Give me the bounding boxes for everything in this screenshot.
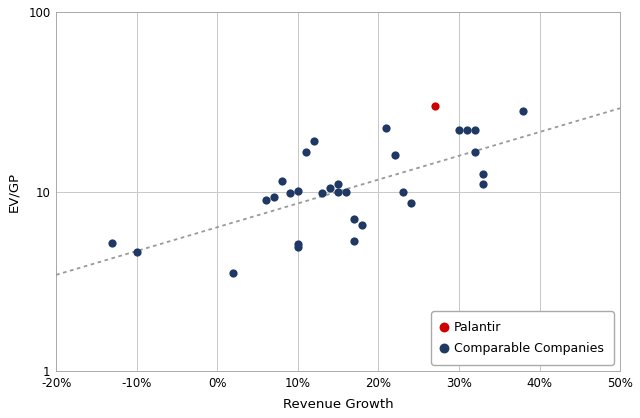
Comparable Companies [333, 181, 343, 187]
Comparable Companies [269, 194, 279, 201]
Comparable Companies [518, 108, 529, 115]
Comparable Companies [292, 187, 303, 194]
Comparable Companies [397, 189, 408, 196]
Comparable Companies [349, 216, 359, 223]
Comparable Companies [341, 188, 351, 195]
Comparable Companies [357, 222, 367, 229]
Comparable Companies [406, 200, 416, 206]
Comparable Companies [478, 171, 488, 178]
Y-axis label: EV/GP: EV/GP [7, 171, 20, 212]
Comparable Companies [478, 181, 488, 187]
Comparable Companies [285, 190, 295, 196]
Comparable Companies [260, 196, 271, 203]
Comparable Companies [325, 184, 335, 191]
Comparable Companies [381, 125, 392, 132]
Comparable Companies [470, 127, 480, 133]
Comparable Companies [292, 241, 303, 247]
Comparable Companies [292, 244, 303, 250]
Comparable Companies [462, 127, 472, 133]
Comparable Companies [276, 177, 287, 184]
Comparable Companies [454, 127, 464, 133]
Comparable Companies [349, 238, 359, 245]
X-axis label: Revenue Growth: Revenue Growth [283, 398, 394, 411]
Comparable Companies [132, 249, 142, 255]
Comparable Companies [333, 188, 343, 195]
Comparable Companies [108, 239, 118, 246]
Comparable Companies [389, 152, 399, 158]
Comparable Companies [228, 270, 239, 277]
Legend: Palantir, Comparable Companies: Palantir, Comparable Companies [431, 311, 614, 365]
Comparable Companies [317, 190, 327, 196]
Comparable Companies [301, 149, 311, 156]
Comparable Companies [309, 138, 319, 145]
Palantir [429, 102, 440, 109]
Comparable Companies [470, 149, 480, 156]
